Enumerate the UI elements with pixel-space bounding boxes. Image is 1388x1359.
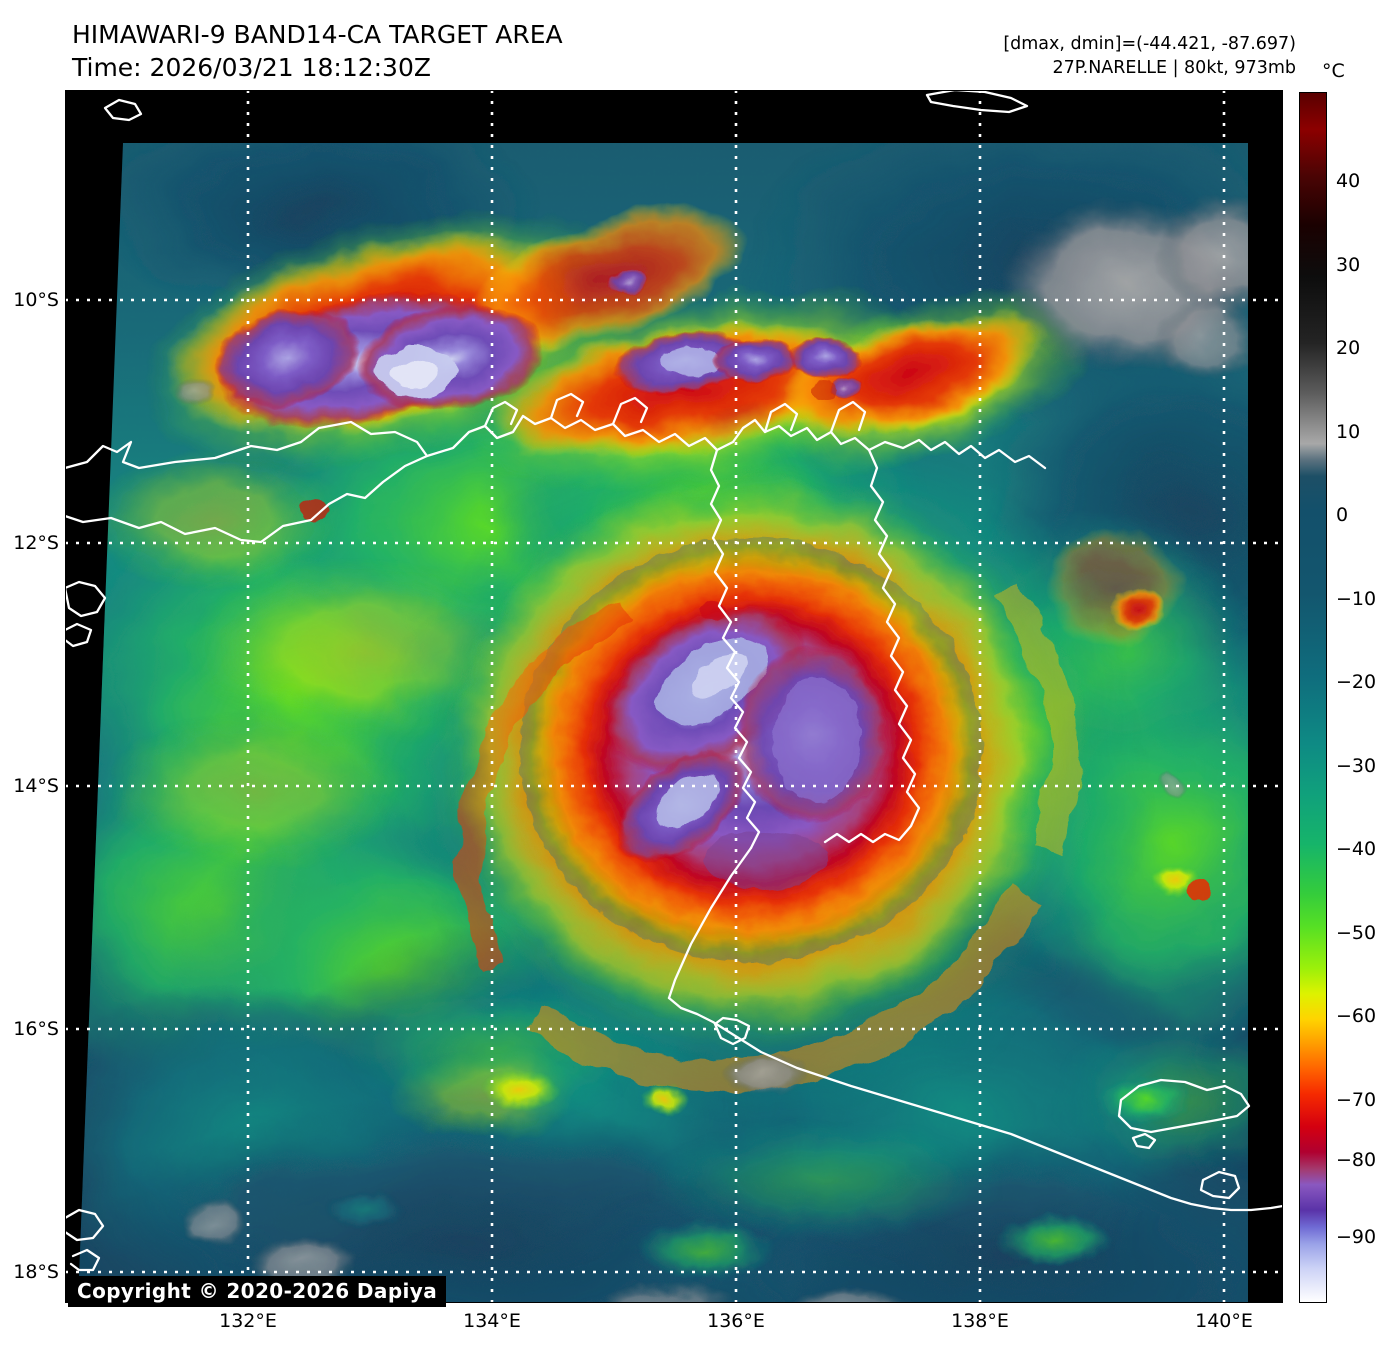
time-line: Time: 2026/03/21 18:12:30Z: [72, 53, 431, 82]
ytick-label: 16°S: [13, 1018, 59, 1040]
colorbar-tick: 0: [1336, 504, 1349, 526]
ytick-label: 18°S: [13, 1261, 59, 1283]
ytick-label: 10°S: [13, 289, 59, 311]
ytick-label: 12°S: [13, 532, 59, 554]
title-line: HIMAWARI-9 BAND14-CA TARGET AREA: [72, 20, 563, 49]
colorbar-tick: 40: [1336, 170, 1361, 192]
xtick-label: 134°E: [463, 1310, 521, 1332]
satellite-image-plot: [65, 90, 1283, 1303]
xtick-label: 140°E: [1195, 1310, 1253, 1332]
metadata-block: [dmax, dmin]=(-44.421, -87.697) 27P.NARE…: [1003, 32, 1296, 80]
colorbar-tick: −70: [1336, 1089, 1377, 1111]
colorbar-tick: 30: [1336, 254, 1361, 276]
colorbar-tick: 10: [1336, 421, 1361, 443]
storm-label: 27P.NARELLE | 80kt, 973mb: [1052, 58, 1296, 79]
plot-border: [65, 90, 1283, 1303]
colorbar-tick: −50: [1336, 922, 1377, 944]
colorbar-tick: 20: [1336, 337, 1361, 359]
xtick-label: 138°E: [951, 1310, 1009, 1332]
colorbar-tick: −20: [1336, 671, 1377, 693]
page-title: HIMAWARI-9 BAND14-CA TARGET AREA Time: 2…: [72, 18, 563, 84]
data-swath: [78, 143, 1248, 1303]
copyright-banner: Copyright © 2020-2026 Dapiya: [68, 1276, 447, 1307]
colorbar-unit-label: °C: [1322, 60, 1345, 82]
colorbar-tick: −40: [1336, 838, 1377, 860]
colorbar-tick: −80: [1336, 1149, 1377, 1171]
colorbar-tick: −90: [1336, 1226, 1377, 1248]
satellite-imagery: [65, 90, 1283, 1303]
graticule-gridlines: [65, 90, 1283, 1303]
colorbar-tick: −30: [1336, 755, 1377, 777]
colorbar-gradient: [1300, 93, 1326, 1302]
dminmax-label: [dmax, dmin]=(-44.421, -87.697): [1003, 34, 1296, 54]
colorbar: [1299, 92, 1327, 1303]
colorbar-tick: −10: [1336, 588, 1377, 610]
xtick-label: 136°E: [707, 1310, 765, 1332]
ytick-label: 14°S: [13, 775, 59, 797]
coastline-overlay: [65, 90, 1283, 1272]
colorbar-tick: −60: [1336, 1005, 1377, 1027]
xtick-label: 132°E: [219, 1310, 277, 1332]
